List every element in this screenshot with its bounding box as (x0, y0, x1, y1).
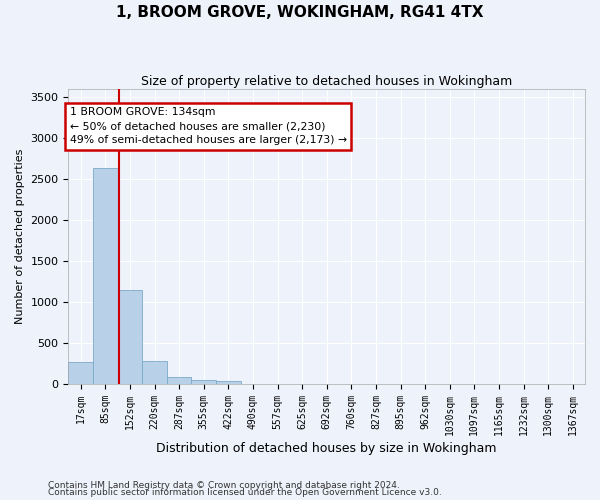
Title: Size of property relative to detached houses in Wokingham: Size of property relative to detached ho… (141, 75, 512, 88)
Text: 1, BROOM GROVE, WOKINGHAM, RG41 4TX: 1, BROOM GROVE, WOKINGHAM, RG41 4TX (116, 5, 484, 20)
Bar (68, 362, 93, 384)
Bar (191, 380, 216, 384)
Y-axis label: Number of detached properties: Number of detached properties (15, 149, 25, 324)
Bar (142, 361, 167, 384)
X-axis label: Distribution of detached houses by size in Wokingham: Distribution of detached houses by size … (157, 442, 497, 455)
Text: Contains HM Land Registry data © Crown copyright and database right 2024.: Contains HM Land Registry data © Crown c… (48, 480, 400, 490)
Bar (93, 168, 118, 384)
Bar (118, 290, 142, 384)
Bar (216, 381, 241, 384)
Text: Contains public sector information licensed under the Open Government Licence v3: Contains public sector information licen… (48, 488, 442, 497)
Bar (167, 377, 191, 384)
Text: 1 BROOM GROVE: 134sqm
← 50% of detached houses are smaller (2,230)
49% of semi-d: 1 BROOM GROVE: 134sqm ← 50% of detached … (70, 107, 347, 145)
